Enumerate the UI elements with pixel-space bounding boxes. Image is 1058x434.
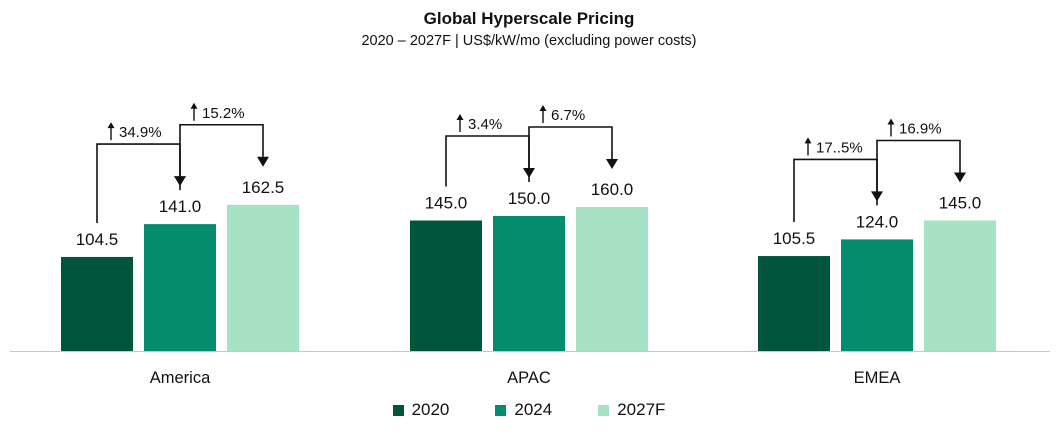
growth-arrowhead-apac-2 (606, 159, 618, 169)
up-arrowhead-icon-apac-2 (539, 105, 547, 111)
growth-connector-emea-2 (876, 139, 961, 206)
legend-item-2020: 2020 (392, 400, 450, 420)
bar-apac-2020 (410, 220, 482, 351)
legend-item-2024: 2024 (495, 400, 552, 420)
category-label-apac: APAC (507, 369, 551, 387)
bar-apac-2027f (576, 207, 648, 351)
up-arrowhead-icon-america-2 (190, 102, 198, 109)
value-label-apac-2027f: 160.0 (591, 180, 634, 199)
value-label-apac-2020: 145.0 (425, 194, 468, 213)
growth-label-emea-2: 16.9% (899, 121, 942, 138)
up-arrowhead-icon-america-1 (107, 122, 115, 129)
growth-label-america-1: 34.9% (119, 124, 162, 141)
value-label-america-2024: 141.0 (159, 197, 202, 216)
value-label-emea-2020: 105.5 (773, 229, 816, 248)
growth-connector-apac-2 (528, 126, 613, 182)
chart-subtitle: 2020 – 2027F | US$/kW/mo (excluding powe… (361, 33, 697, 49)
legend-label-2020: 2020 (411, 400, 450, 419)
growth-label-apac-2: 6.7% (551, 107, 585, 124)
value-label-america-2027f: 162.5 (242, 178, 285, 197)
growth-arrowhead-america-2 (257, 156, 269, 167)
legend-label-2024: 2024 (514, 400, 553, 419)
value-label-apac-2024: 150.0 (508, 189, 551, 208)
growth-connector-america-2 (179, 123, 264, 191)
value-label-america-2020: 104.5 (76, 230, 119, 249)
bar-america-2020 (61, 256, 133, 351)
legend: 2020 2024 2027F (0, 400, 1058, 420)
category-label-america: America (150, 369, 211, 387)
growth-connector-apac-1 (445, 135, 530, 187)
legend-swatch-2027f (598, 404, 610, 416)
growth-label-apac-1: 3.4% (468, 116, 502, 133)
category-label-emea: EMEA (854, 369, 901, 387)
bar-emea-2024 (841, 239, 913, 351)
bar-emea-2027f (924, 220, 996, 351)
legend-swatch-2024 (495, 404, 507, 416)
legend-item-2027f: 2027F (598, 400, 665, 420)
growth-arrowhead-emea-2 (954, 172, 966, 183)
bar-america-2024 (144, 224, 216, 351)
up-arrowhead-icon-emea-2 (887, 118, 895, 125)
legend-label-2027f: 2027F (617, 400, 666, 419)
growth-label-emea-1: 17..5% (816, 139, 863, 156)
chart-plot: 104.5 141.0 162.5 America 34.9% 15.2% 145.0 150… (10, 102, 1050, 387)
bar-emea-2020 (758, 256, 830, 351)
chart-title: Global Hyperscale Pricing (423, 9, 635, 28)
bar-america-2027f (227, 204, 299, 351)
up-arrowhead-icon-apac-1 (456, 114, 464, 120)
value-label-emea-2027f: 145.0 (939, 194, 982, 213)
bar-apac-2024 (493, 216, 565, 351)
value-label-emea-2024: 124.0 (856, 212, 899, 231)
growth-label-america-2: 15.2% (202, 105, 245, 122)
legend-swatch-2020 (392, 404, 404, 416)
up-arrowhead-icon-emea-1 (804, 137, 812, 144)
